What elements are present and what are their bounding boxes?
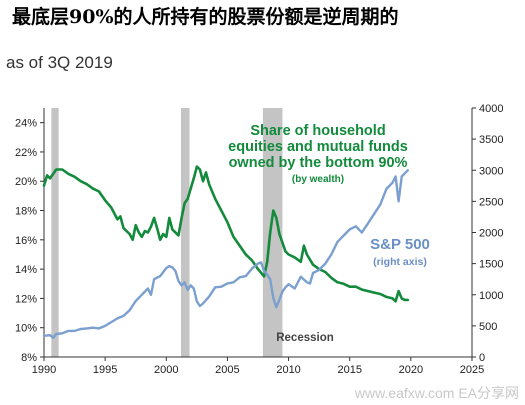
recession-label: Recession [276,332,334,344]
blue-series-sublabel: (right axis) [373,256,427,268]
green-series-label-line-2: equities and mutual funds [228,139,408,155]
x-tick-label: 2010 [276,364,300,376]
green-series-label-line-1: Share of household [250,123,385,139]
left-tick-label: 8% [21,352,37,364]
x-tick-label: 1995 [93,364,117,376]
chart-annotations: Share of household equities and mutual f… [228,123,430,344]
right-tick-label: 3500 [479,134,503,146]
series-line-sp500 [42,169,409,339]
series-line-bottom-90-share [42,165,410,303]
x-tick-label: 2000 [154,364,178,376]
page-title: 最底层90%的人所持有的股票份额是逆周期的 [12,6,399,28]
recession-band-3 [262,108,283,357]
recession-band-2 [180,108,190,357]
watermark: www.eafxw.com EA分享网 [354,385,519,401]
left-tick-label: 20% [15,176,37,188]
x-tick-label: 2020 [399,364,423,376]
left-tick-label: 18% [15,206,37,218]
green-series-label-line-3: owned by the bottom 90% [229,155,408,171]
recession-band-1 [51,108,59,357]
left-tick-label: 14% [15,264,37,276]
right-tick-label: 2000 [479,228,503,240]
right-tick-label: 4000 [479,103,503,115]
page-subtitle: as of 3Q 2019 [6,53,113,72]
right-tick-label: 1000 [479,290,503,302]
x-tick-label: 2025 [460,364,484,376]
left-tick-label: 12% [15,293,37,305]
right-tick-label: 3000 [479,165,503,177]
right-tick-label: 2500 [479,196,503,208]
right-tick-label: 500 [479,321,497,333]
x-tick-label: 1990 [32,364,56,376]
green-series-sublabel: (by wealth) [292,174,344,185]
x-tick-label: 2005 [215,364,239,376]
blue-series-label: S&P 500 [370,236,430,253]
right-tick-label: 1500 [479,259,503,271]
left-tick-label: 10% [15,323,37,335]
axes: 8% 10% 12% 14% 16% 18% 20% 22% 24% 0 500 1000 1500 20… [15,103,504,376]
series-lines [42,165,410,339]
left-tick-label: 16% [15,235,37,247]
left-tick-label: 22% [15,147,37,159]
x-tick-label: 2015 [337,364,361,376]
recession-bands [51,108,283,357]
left-tick-label: 24% [15,118,37,130]
right-tick-label: 0 [479,352,485,364]
